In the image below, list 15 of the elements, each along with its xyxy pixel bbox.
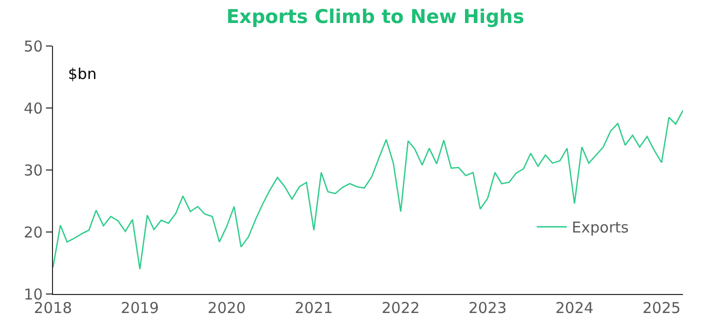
- chart-title: Exports Climb to New Highs: [226, 6, 524, 28]
- x-tick-label: 2025: [642, 299, 681, 318]
- line-series: [53, 110, 683, 270]
- x-tick-label: 2019: [120, 299, 159, 318]
- x-tick-label: 2024: [555, 299, 594, 318]
- legend-label: Exports: [572, 218, 629, 237]
- y-tick-label: 40: [24, 99, 43, 118]
- x-tick-label: 2022: [382, 299, 420, 318]
- y-tick-label: 30: [24, 161, 43, 180]
- x-tick-label: 2020: [208, 299, 246, 318]
- y-axis-title: $bn: [68, 65, 97, 83]
- x-tick-label: 2023: [468, 299, 507, 318]
- y-tick-label: 20: [24, 223, 43, 242]
- x-tick-label: 2021: [294, 299, 333, 318]
- y-tick-label: 50: [24, 37, 43, 56]
